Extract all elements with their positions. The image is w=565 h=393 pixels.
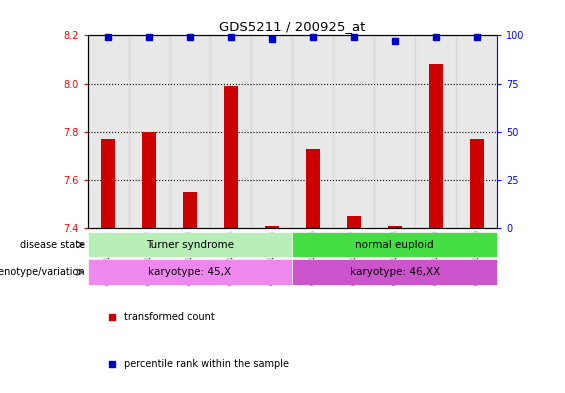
Bar: [306, 149, 320, 228]
Bar: [88, 232, 293, 257]
Bar: [183, 192, 197, 228]
Bar: [347, 216, 361, 228]
Bar: [265, 226, 279, 228]
Text: percentile rank within the sample: percentile rank within the sample: [124, 359, 289, 369]
Text: Turner syndrome: Turner syndrome: [146, 240, 234, 250]
Bar: [429, 64, 443, 228]
Bar: [293, 232, 497, 257]
Bar: [101, 139, 115, 228]
Text: karyotype: 45,X: karyotype: 45,X: [149, 267, 232, 277]
Bar: [293, 259, 497, 285]
Title: GDS5211 / 200925_at: GDS5211 / 200925_at: [219, 20, 366, 33]
Bar: [88, 35, 129, 228]
Bar: [470, 139, 484, 228]
Bar: [374, 35, 415, 228]
Bar: [129, 35, 170, 228]
Text: normal euploid: normal euploid: [355, 240, 434, 250]
Bar: [293, 35, 333, 228]
Bar: [142, 132, 156, 228]
Bar: [333, 35, 374, 228]
Bar: [251, 35, 293, 228]
Text: genotype/variation: genotype/variation: [0, 267, 85, 277]
Bar: [170, 35, 210, 228]
Text: transformed count: transformed count: [124, 312, 215, 322]
Bar: [415, 35, 457, 228]
Bar: [224, 86, 238, 228]
Text: karyotype: 46,XX: karyotype: 46,XX: [350, 267, 440, 277]
Bar: [211, 35, 251, 228]
Bar: [457, 35, 497, 228]
Bar: [88, 259, 293, 285]
Text: disease state: disease state: [20, 240, 85, 250]
Bar: [388, 226, 402, 228]
